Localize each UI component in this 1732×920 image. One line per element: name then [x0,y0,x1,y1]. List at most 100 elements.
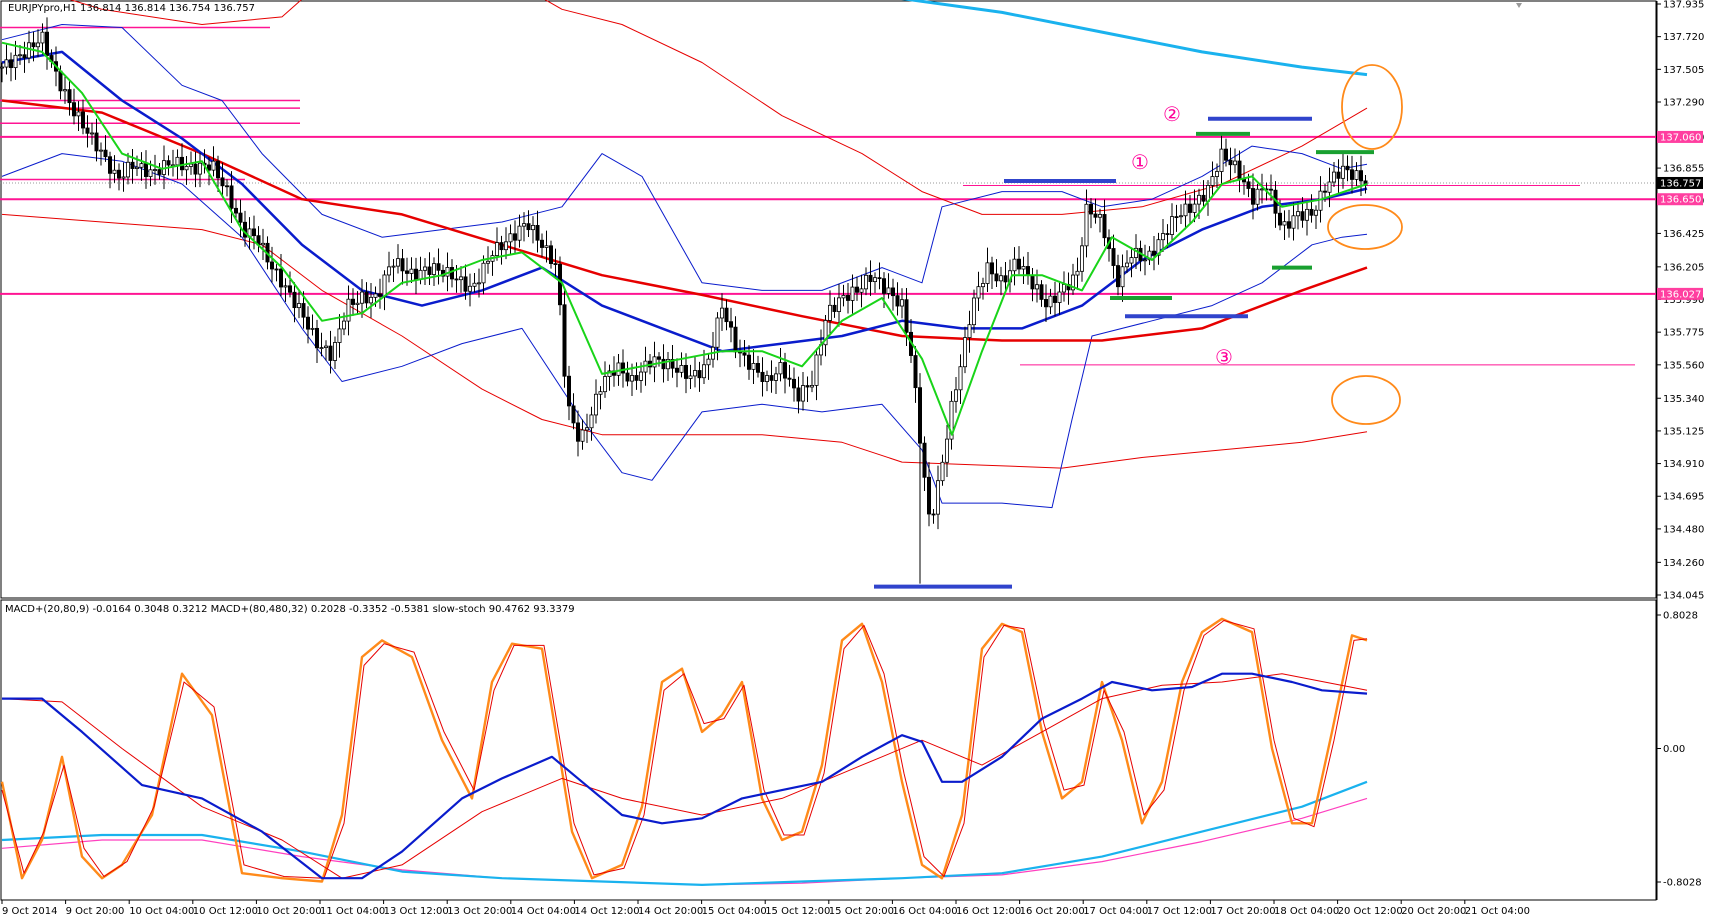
candle-body [1003,275,1008,283]
candle-body [562,304,567,377]
candle-body [616,362,621,376]
candle-body [211,160,216,171]
sub-tick-label: -0.8028 [1663,878,1702,889]
candle-body [13,54,18,69]
candle-body [769,375,774,381]
candle-body [891,287,896,297]
candle-body [688,375,693,379]
price-tick-label: 134.045 [1663,591,1704,602]
candle-body [882,278,887,294]
candle-body [841,295,846,299]
candle-body [90,132,95,135]
candle-body [1035,284,1040,290]
candle-body [526,223,531,231]
candle-body [1237,160,1242,180]
candle-body [431,263,436,275]
candle-body [760,371,765,382]
candle-body [976,286,981,299]
chart-title: EURJPYpro,H1 136.814 136.814 136.754 136… [8,3,255,14]
candle-body [117,169,122,179]
candle-body [143,163,148,177]
candle-body [404,270,409,274]
candle-body [121,176,126,179]
annotation-label: ② [1163,102,1181,126]
candle-body [787,377,792,380]
candle-body [314,327,319,349]
candle-body [1134,247,1139,258]
candle-body [1098,214,1103,218]
candle-body [549,245,554,264]
scroll-marker-icon[interactable] [1516,3,1522,8]
candle-body [350,298,355,305]
candle-body [940,461,945,482]
candle-body [22,54,27,59]
candle-body [1102,214,1107,239]
candle-body [895,295,900,307]
candle-body [837,297,842,312]
candle-body [589,414,594,429]
candle-body [814,354,819,386]
candle-body [1327,181,1332,193]
candle-body [1291,215,1296,229]
candle-body [846,295,851,301]
candle-body [1278,212,1283,226]
price-tick-label: 136.425 [1663,229,1704,240]
fast-ma-line [1,41,1368,436]
price-tick-label: 135.990 [1663,295,1704,306]
price-tick-label: 135.560 [1663,360,1704,371]
candle-body [382,274,387,297]
candle-body [513,233,518,241]
candle-body [215,160,220,179]
candle-body [1287,221,1292,229]
candle-body [706,358,711,366]
price-tick-label: 137.505 [1663,65,1704,76]
candle-body [639,371,644,381]
candle-body [972,297,977,326]
time-tick-label: 11 Oct 04:00 [320,906,385,917]
candle-body [1012,258,1017,272]
candle-body [283,285,288,288]
candle-body [1120,266,1125,288]
candle-body [1156,239,1161,256]
macd-fast-line [2,672,1368,880]
candle-body [81,111,86,129]
candle-body [1201,194,1206,202]
time-tick-label: 15 Oct 04:00 [702,906,767,917]
sub-panel[interactable] [0,599,1657,901]
time-tick-label: 14 Oct 20:00 [638,906,703,917]
candle-body [792,378,797,389]
candle-body [1188,203,1193,213]
candle-body [1233,160,1238,166]
candle-body [531,225,536,231]
candle-body [108,156,113,174]
candle-body [485,260,490,264]
candle-body [999,275,1004,282]
candle-body [364,291,369,304]
candle-body [463,276,468,292]
candle-body [1089,203,1094,215]
candle-body [508,233,513,243]
candle-body [454,278,459,281]
price-tick-label: 135.125 [1663,426,1704,437]
main-panel[interactable] [0,0,1657,599]
candle-body [868,274,873,283]
candle-body [810,385,815,388]
candle-body [931,513,936,516]
candle-body [1210,176,1215,186]
candle-body [1300,211,1305,221]
candle-body [1053,295,1058,303]
price-tag-label: 136.757 [1660,178,1701,189]
candle-body [278,268,283,288]
candle-body [346,298,351,322]
candle-body [684,364,689,379]
candle-body [652,356,657,368]
candle-body [76,111,81,117]
candle-body [1030,274,1035,290]
candle-body [832,304,837,312]
candle-body [179,156,184,171]
candle-body [1251,188,1256,205]
candle-body [1183,203,1188,217]
candle-body [8,59,13,69]
candle-body [994,273,999,282]
